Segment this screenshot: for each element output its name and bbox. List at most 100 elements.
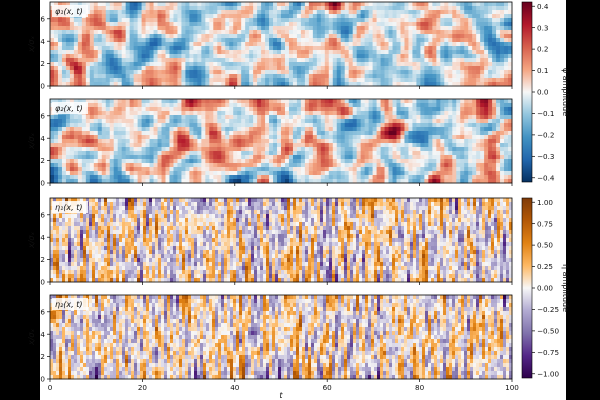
heatmap-cell xyxy=(101,70,107,75)
heatmap-cell xyxy=(476,78,481,83)
heatmap-cell xyxy=(300,78,306,83)
heatmap-cell xyxy=(368,62,373,67)
heatmap-cell xyxy=(121,42,127,47)
heatmap-cell xyxy=(460,22,465,27)
heatmap-cell xyxy=(265,50,270,55)
heatmap-cell xyxy=(133,115,138,120)
heatmap-cell xyxy=(504,135,509,140)
heatmap-cell xyxy=(348,119,354,124)
heatmap-cell xyxy=(245,127,250,132)
heatmap-cell xyxy=(292,151,298,156)
heatmap-cell xyxy=(312,111,318,116)
heatmap-cell xyxy=(269,58,274,63)
heatmap-cell xyxy=(113,127,119,132)
heatmap-cell xyxy=(177,131,182,136)
heatmap-cell xyxy=(229,18,234,23)
heatmap-cell xyxy=(125,198,129,203)
heatmap-cell xyxy=(273,127,278,132)
heatmap-cell xyxy=(181,119,186,124)
heatmap-cell xyxy=(436,62,441,67)
heatmap-cell xyxy=(213,66,218,71)
heatmap-cell xyxy=(177,147,182,152)
heatmap-cell xyxy=(237,62,242,67)
heatmap-cell xyxy=(61,78,67,83)
heatmap-cell xyxy=(193,54,198,59)
heatmap-cell xyxy=(185,70,190,75)
heatmap-cell xyxy=(61,99,67,104)
heatmap-cell xyxy=(488,82,493,87)
heatmap-cell xyxy=(73,127,79,132)
heatmap-cell xyxy=(376,131,381,136)
heatmap-cell xyxy=(316,54,322,59)
heatmap-cell xyxy=(93,103,99,108)
heatmap-cell xyxy=(93,159,99,164)
heatmap-cell xyxy=(133,22,138,27)
heatmap-cell xyxy=(284,58,290,63)
heatmap-cell xyxy=(412,10,417,15)
heatmap-cell xyxy=(233,179,238,184)
heatmap-cell xyxy=(324,103,330,108)
heatmap-cell xyxy=(173,115,178,120)
heatmap-cell xyxy=(245,198,249,203)
heatmap-cell xyxy=(97,159,103,164)
heatmap-cell xyxy=(269,50,274,55)
heatmap-cell xyxy=(109,143,115,148)
heatmap-cell xyxy=(93,151,99,156)
heatmap-cell xyxy=(436,163,441,168)
heatmap-cell xyxy=(161,22,166,27)
heatmap-cell xyxy=(316,103,322,108)
heatmap-cell xyxy=(217,78,222,83)
heatmap-cell xyxy=(217,74,222,79)
heatmap-cell xyxy=(476,119,481,124)
heatmap-cell xyxy=(296,171,302,176)
heatmap-cell xyxy=(225,143,230,148)
heatmap-cell xyxy=(149,22,154,27)
heatmap-cell xyxy=(344,2,350,7)
heatmap-cell xyxy=(428,34,433,39)
heatmap-cell xyxy=(93,58,99,63)
heatmap-cell xyxy=(492,30,497,35)
heatmap-cell xyxy=(73,82,79,87)
heatmap-cell xyxy=(89,26,95,31)
heatmap-cell xyxy=(316,62,322,67)
heatmap-cell xyxy=(57,163,63,168)
heatmap-cell xyxy=(81,175,87,180)
heatmap-cell xyxy=(225,38,230,43)
heatmap-cell xyxy=(233,159,238,164)
heatmap-cell xyxy=(206,198,210,203)
heatmap-cell xyxy=(277,66,282,71)
heatmap-cell xyxy=(372,58,377,63)
heatmap-cell xyxy=(412,143,417,148)
heatmap-cell xyxy=(340,179,346,184)
heatmap-cell xyxy=(269,123,274,128)
heatmap-cell xyxy=(229,175,234,180)
heatmap-cell xyxy=(153,135,158,140)
heatmap-cell xyxy=(424,103,429,108)
heatmap-cell xyxy=(352,66,358,71)
heatmap-cell xyxy=(73,99,79,104)
heatmap-cell xyxy=(157,30,162,35)
heatmap-cell xyxy=(281,26,286,31)
heatmap-cell xyxy=(149,171,154,176)
heatmap-cell xyxy=(308,135,314,140)
heatmap-cell xyxy=(97,107,103,112)
heatmap-cell xyxy=(229,62,234,67)
heatmap-cell xyxy=(81,127,87,132)
heatmap-cell xyxy=(344,82,350,87)
heatmap-cell xyxy=(348,147,354,152)
heatmap-cell xyxy=(348,135,354,140)
heatmap-cell xyxy=(288,6,294,11)
heatmap-cell xyxy=(137,34,142,39)
heatmap-cell xyxy=(296,107,302,112)
heatmap-cell xyxy=(396,78,401,83)
heatmap-cell xyxy=(352,115,358,120)
heatmap-cell xyxy=(113,167,119,172)
heatmap-cell xyxy=(161,115,166,120)
heatmap-cell xyxy=(77,82,83,87)
heatmap-cell xyxy=(384,115,389,120)
heatmap-cell xyxy=(420,103,425,108)
heatmap-cell xyxy=(249,22,254,27)
heatmap-cell xyxy=(376,42,381,47)
heatmap-cell xyxy=(376,123,381,128)
heatmap-cell xyxy=(149,50,154,55)
